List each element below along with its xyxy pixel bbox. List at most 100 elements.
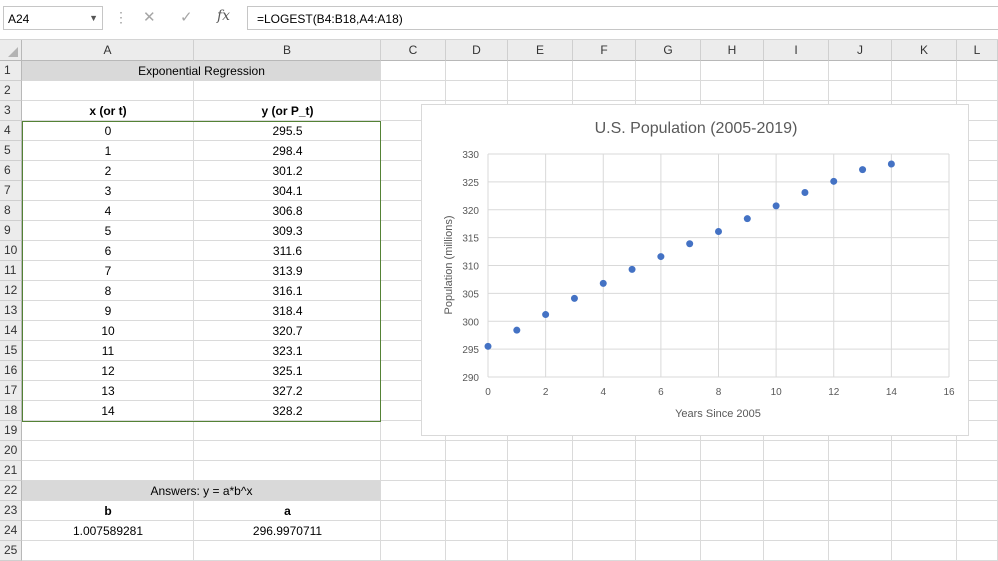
data-point[interactable]: [686, 240, 694, 248]
cell-x[interactable]: 10: [101, 324, 115, 338]
data-point[interactable]: [743, 215, 751, 223]
row-header-7[interactable]: 7: [0, 181, 22, 201]
answer-a-value[interactable]: 296.9970711: [252, 524, 323, 538]
data-point[interactable]: [513, 326, 521, 334]
cell-x[interactable]: 5: [104, 224, 112, 238]
cell-x[interactable]: 4: [104, 204, 112, 218]
name-box[interactable]: A24 ▼: [3, 6, 103, 30]
row-header-25[interactable]: 25: [0, 541, 22, 561]
cell-x[interactable]: 3: [104, 184, 112, 198]
row-header-21[interactable]: 21: [0, 461, 22, 481]
cell-x[interactable]: 8: [104, 284, 112, 298]
cell-x[interactable]: 14: [101, 404, 115, 418]
column-header-j[interactable]: J: [829, 40, 892, 61]
answer-b-value[interactable]: 1.007589281: [72, 524, 144, 538]
cell-y[interactable]: 304.1: [272, 184, 303, 198]
cell-x[interactable]: 0: [104, 124, 112, 138]
column-header-k[interactable]: K: [892, 40, 957, 61]
sheet-title[interactable]: Exponential Regression: [138, 64, 265, 78]
column-header-c[interactable]: C: [381, 40, 446, 61]
answer-a-label[interactable]: a: [284, 504, 291, 518]
check-icon[interactable]: ✓: [180, 9, 193, 26]
row-header-15[interactable]: 15: [0, 341, 22, 361]
select-all-button[interactable]: [0, 40, 22, 61]
data-point[interactable]: [772, 202, 780, 210]
cell-x[interactable]: 12: [101, 364, 115, 378]
title-band: [22, 61, 381, 81]
cell-y[interactable]: 298.4: [272, 144, 303, 158]
cell-x[interactable]: 11: [101, 344, 115, 358]
cell-x[interactable]: 13: [101, 384, 115, 398]
row-header-12[interactable]: 12: [0, 281, 22, 301]
row-header-19[interactable]: 19: [0, 421, 22, 441]
row-header-14[interactable]: 14: [0, 321, 22, 341]
column-header-e[interactable]: E: [508, 40, 573, 61]
cell-y[interactable]: 306.8: [272, 204, 303, 218]
row-header-2[interactable]: 2: [0, 81, 22, 101]
column-header-f[interactable]: F: [573, 40, 636, 61]
data-point[interactable]: [657, 253, 665, 261]
cell-x[interactable]: 9: [104, 304, 112, 318]
cell-y[interactable]: 325.1: [272, 364, 303, 378]
cell-y[interactable]: 295.5: [272, 124, 303, 138]
row-header-20[interactable]: 20: [0, 441, 22, 461]
data-point[interactable]: [599, 279, 607, 287]
row-header-5[interactable]: 5: [0, 141, 22, 161]
cell-y[interactable]: 309.3: [272, 224, 303, 238]
cell-y[interactable]: 311.6: [272, 244, 303, 258]
header-y[interactable]: y (or P_t): [261, 104, 314, 118]
cell-y[interactable]: 327.2: [272, 384, 303, 398]
row-header-3[interactable]: 3: [0, 101, 22, 121]
formula-input[interactable]: =LOGEST(B4:B18,A4:A18): [247, 6, 998, 30]
more-options-icon[interactable]: ⋮: [114, 9, 128, 25]
row-header-1[interactable]: 1: [0, 61, 22, 81]
answers-title[interactable]: Answers: y = a*b^x: [150, 484, 253, 498]
data-point[interactable]: [830, 177, 838, 185]
insert-function-icon[interactable]: fx: [217, 8, 231, 24]
data-point[interactable]: [801, 188, 809, 196]
row-header-17[interactable]: 17: [0, 381, 22, 401]
data-point[interactable]: [542, 311, 550, 319]
data-point[interactable]: [859, 166, 867, 174]
header-x[interactable]: x (or t): [89, 104, 127, 118]
data-point[interactable]: [715, 227, 722, 235]
row-header-6[interactable]: 6: [0, 161, 22, 181]
column-header-g[interactable]: G: [636, 40, 701, 61]
cell-x[interactable]: 7: [104, 264, 112, 278]
cell-y[interactable]: 301.2: [272, 164, 303, 178]
cell-y[interactable]: 320.7: [272, 324, 303, 338]
row-header-23[interactable]: 23: [0, 501, 22, 521]
column-header-b[interactable]: B: [194, 40, 381, 61]
cell-y[interactable]: 328.2: [272, 404, 303, 418]
row-header-4[interactable]: 4: [0, 121, 22, 141]
row-header-18[interactable]: 18: [0, 401, 22, 421]
answer-b-label[interactable]: b: [104, 504, 112, 518]
row-header-13[interactable]: 13: [0, 301, 22, 321]
column-header-a[interactable]: A: [22, 40, 194, 61]
cell-x[interactable]: 2: [104, 164, 112, 178]
cancel-icon[interactable]: ✕: [143, 9, 156, 26]
row-header-11[interactable]: 11: [0, 261, 22, 281]
row-header-10[interactable]: 10: [0, 241, 22, 261]
cell-y[interactable]: 323.1: [272, 344, 303, 358]
data-point[interactable]: [484, 342, 492, 350]
column-header-i[interactable]: I: [764, 40, 829, 61]
row-header-9[interactable]: 9: [0, 221, 22, 241]
data-point[interactable]: [570, 294, 578, 302]
cell-x[interactable]: 6: [104, 244, 112, 258]
column-header-d[interactable]: D: [446, 40, 508, 61]
chevron-down-icon[interactable]: ▼: [89, 13, 98, 23]
scatter-chart[interactable]: U.S. Population (2005-2019) 290 295 300 305…: [421, 104, 969, 436]
row-header-16[interactable]: 16: [0, 361, 22, 381]
data-point[interactable]: [628, 265, 636, 273]
data-point[interactable]: [887, 160, 895, 168]
row-header-8[interactable]: 8: [0, 201, 22, 221]
cell-y[interactable]: 313.9: [272, 264, 303, 278]
row-header-24[interactable]: 24: [0, 521, 22, 541]
column-header-l[interactable]: L: [957, 40, 998, 61]
row-header-22[interactable]: 22: [0, 481, 22, 501]
cell-y[interactable]: 318.4: [272, 304, 303, 318]
cell-y[interactable]: 316.1: [272, 284, 303, 298]
cell-x[interactable]: 1: [104, 144, 112, 158]
column-header-h[interactable]: H: [701, 40, 764, 61]
